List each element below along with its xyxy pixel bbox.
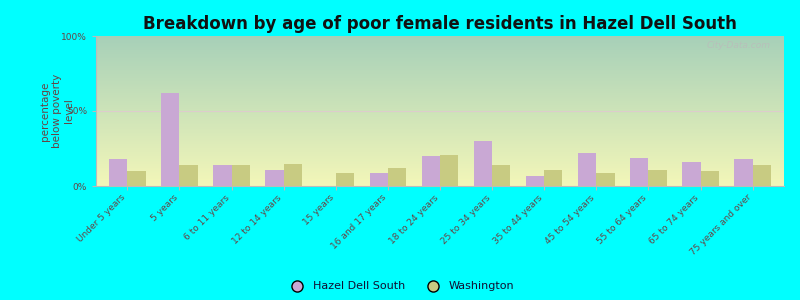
Bar [526, 176, 544, 186]
Bar [370, 172, 388, 186]
Bar [422, 156, 440, 186]
Title: Breakdown by age of poor female residents in Hazel Dell South: Breakdown by age of poor female resident… [143, 15, 737, 33]
Bar [596, 172, 614, 186]
Bar [266, 169, 284, 186]
Bar [336, 172, 354, 186]
Bar [388, 168, 406, 186]
Bar [214, 165, 231, 186]
Bar [161, 93, 179, 186]
Bar [284, 164, 302, 186]
Text: City-Data.com: City-Data.com [706, 40, 770, 50]
Bar [682, 162, 701, 186]
Bar [578, 153, 596, 186]
Legend: Hazel Dell South, Washington: Hazel Dell South, Washington [286, 281, 514, 291]
Bar [734, 159, 753, 186]
Bar [440, 154, 458, 186]
Bar [231, 165, 250, 186]
Bar [649, 169, 666, 186]
Bar [492, 165, 510, 186]
Bar [701, 171, 719, 186]
Bar [474, 141, 492, 186]
Bar [630, 158, 649, 186]
Bar [179, 165, 198, 186]
Bar [109, 159, 127, 186]
Bar [544, 169, 562, 186]
Bar [753, 165, 771, 186]
Bar [127, 171, 146, 186]
Y-axis label: percentage
below poverty
level: percentage below poverty level [40, 74, 74, 148]
